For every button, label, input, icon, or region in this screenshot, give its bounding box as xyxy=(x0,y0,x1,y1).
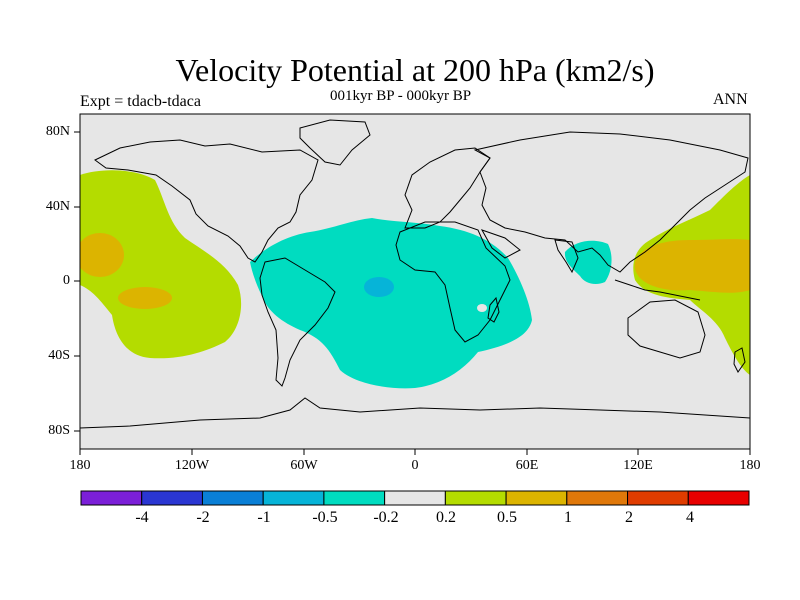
anomaly-fields xyxy=(80,170,750,389)
colorbar-label: 0.5 xyxy=(497,509,517,526)
colorbar-box xyxy=(444,490,507,506)
lon-label-180e: 180 xyxy=(739,458,761,473)
colorbar-label: 0.2 xyxy=(436,509,456,526)
colorbar-box xyxy=(566,490,629,506)
colorbar-box xyxy=(384,490,446,506)
colorbar-box xyxy=(201,490,264,506)
lon-label-60e: 60E xyxy=(515,458,539,473)
coast-australia xyxy=(627,299,706,359)
colorbar-label: 4 xyxy=(686,509,694,526)
colorbar-label: 1 xyxy=(564,509,572,526)
coast-antarctica xyxy=(80,397,750,429)
coast-maritime xyxy=(614,279,701,301)
colorbar-box xyxy=(80,490,143,506)
colorbar-label: -0.2 xyxy=(373,509,399,526)
lat-label-40s: 40S xyxy=(48,348,70,363)
coastlines xyxy=(80,119,750,429)
colorbar-box xyxy=(627,490,689,506)
lat-label-40n: 40N xyxy=(45,199,70,214)
region-south-atlantic-min xyxy=(364,277,394,297)
coast-south-america xyxy=(259,257,336,387)
colorbar-box xyxy=(505,490,568,506)
coast-greenland xyxy=(299,119,371,166)
lat-label-80n: 80N xyxy=(45,124,70,139)
colorbar-label: -2 xyxy=(196,509,210,526)
season-label: ANN xyxy=(713,91,748,108)
lon-label-0: 0 xyxy=(411,458,419,473)
coast-asia xyxy=(473,131,749,273)
lat-label-80s: 80S xyxy=(48,423,70,438)
coast-arabia xyxy=(480,229,521,259)
coast-madagascar xyxy=(487,296,500,323)
lon-label-180w: 180 xyxy=(69,458,91,473)
colorbar-label: 2 xyxy=(625,509,633,526)
region-east-pacific-max-north xyxy=(80,233,124,277)
region-east-pacific xyxy=(80,170,242,359)
lon-ticks xyxy=(79,449,751,455)
lat-ticks xyxy=(74,131,80,432)
colorbar-label: -0.5 xyxy=(312,509,338,526)
lon-label-120e: 120E xyxy=(623,458,653,473)
colorbar xyxy=(80,490,750,506)
colorbar-box xyxy=(687,490,750,506)
region-east-pacific-max-south xyxy=(118,287,172,309)
region-atlantic-africa xyxy=(250,218,532,389)
colorbar-label: -1 xyxy=(257,509,271,526)
lon-label-120w: 120W xyxy=(174,458,210,473)
colorbar-label: -4 xyxy=(135,509,149,526)
lon-label-60w: 60W xyxy=(290,458,318,473)
coast-new-zealand xyxy=(733,347,746,373)
map-title: Velocity Potential at 200 hPa (km2/s) xyxy=(175,52,655,88)
map-subtitle: 001kyr BP - 000kyr BP xyxy=(330,88,472,104)
colorbar-box xyxy=(323,490,386,506)
coast-india xyxy=(554,239,579,274)
experiment-label: Expt = tdacb-tdaca xyxy=(80,93,201,110)
coast-north-america xyxy=(94,139,319,263)
region-west-pacific-max xyxy=(634,239,750,293)
region-small-spot xyxy=(477,304,487,312)
colorbar-box xyxy=(141,490,203,506)
colorbar-box xyxy=(262,490,325,506)
region-indian-ocean xyxy=(564,240,612,284)
coast-africa xyxy=(395,221,511,343)
lat-label-0: 0 xyxy=(63,273,70,288)
